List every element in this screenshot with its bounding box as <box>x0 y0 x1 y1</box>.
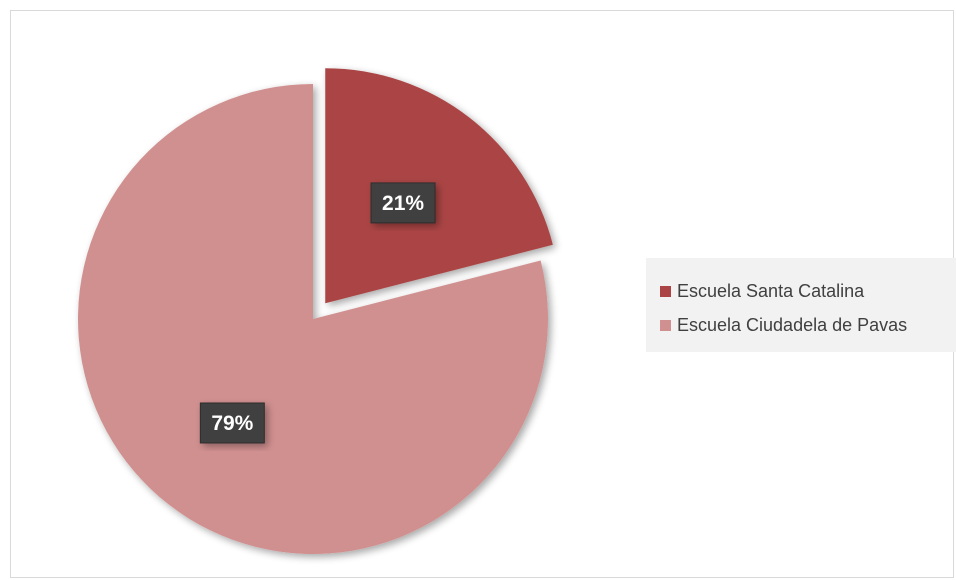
slice-ciudadela-de-pavas <box>78 84 549 555</box>
data-label-box <box>199 402 265 444</box>
data-label-box <box>370 182 436 224</box>
legend-swatch-santa-catalina <box>660 285 671 297</box>
legend: Escuela Santa Catalina Escuela Ciudadela… <box>646 258 956 352</box>
data-label-ciudadela-de-pavas: 79% <box>199 402 265 444</box>
legend-item-santa-catalina: Escuela Santa Catalina <box>660 278 864 304</box>
legend-label-ciudadela-de-pavas: Escuela Ciudadela de Pavas <box>677 314 908 335</box>
data-label-santa-catalina: 21% <box>370 182 436 224</box>
legend-swatch-ciudadela-de-pavas <box>660 319 671 331</box>
data-label-text: 21% <box>382 192 424 215</box>
legend-label-santa-catalina: Escuela Santa Catalina <box>677 280 865 301</box>
data-label-text: 79% <box>211 412 253 435</box>
legend-item-ciudadela-de-pavas: Escuela Ciudadela de Pavas <box>660 312 907 338</box>
slice-santa-catalina <box>325 68 553 304</box>
